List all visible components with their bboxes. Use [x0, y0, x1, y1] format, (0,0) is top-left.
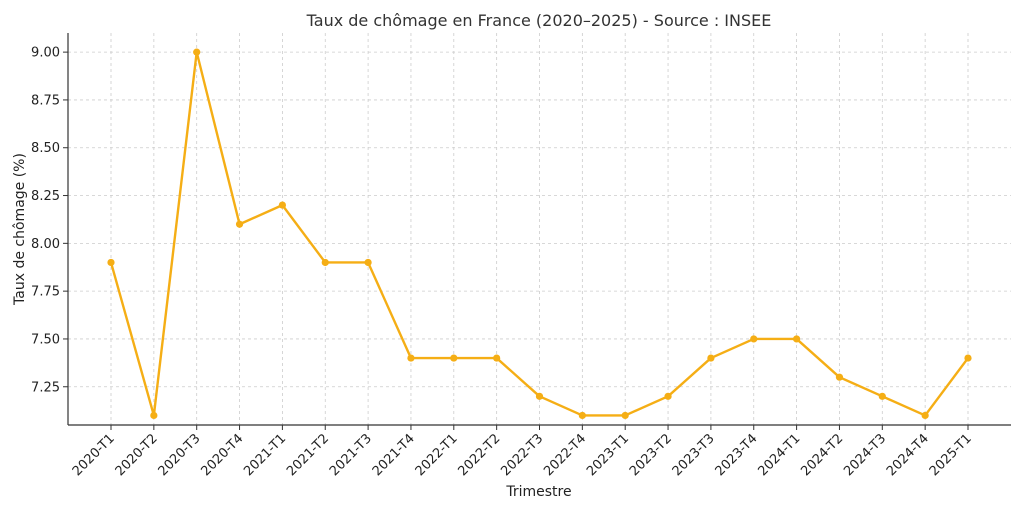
data-point [793, 335, 801, 343]
x-tick-label: 2024-T4 [884, 431, 932, 479]
y-tick-label: 7.25 [31, 380, 60, 395]
y-tick-label: 8.75 [31, 93, 60, 108]
data-point [321, 258, 329, 267]
x-tick-label: 2022-T3 [498, 431, 546, 479]
x-tick-label: 2020-T2 [113, 431, 161, 479]
x-tick-label: 2023-T3 [670, 431, 718, 479]
x-tick-label: 2022-T4 [541, 431, 589, 479]
data-point [450, 354, 458, 362]
y-tick-label: 8.25 [31, 189, 60, 204]
x-tick-label: 2025-T1 [927, 431, 975, 479]
y-tick-label: 9.00 [31, 46, 60, 61]
data-point [235, 220, 244, 228]
x-tick-label: 2022-T2 [456, 431, 504, 479]
x-tick-label: 2020-T3 [156, 431, 204, 479]
data-point [964, 354, 972, 362]
grid [68, 33, 1011, 425]
chart-title: Taux de chômage en France (2020–2025) - … [306, 11, 772, 30]
data-point [364, 258, 372, 267]
data-point [664, 392, 672, 400]
data-point [835, 373, 844, 381]
y-tick-label: 7.50 [31, 332, 60, 347]
x-tick-label: 2024-T1 [755, 431, 803, 479]
x-tick-label: 2022-T1 [413, 431, 461, 479]
data-point [193, 48, 201, 56]
data-point [578, 411, 586, 420]
x-tick-label: 2024-T2 [798, 431, 846, 479]
series [107, 48, 972, 420]
x-tick-label: 2024-T3 [841, 431, 889, 479]
data-point [107, 258, 115, 267]
x-tick-label: 2023-T4 [713, 431, 761, 479]
x-tick-label: 2021-T4 [370, 431, 418, 479]
y-tick-label: 8.50 [31, 141, 60, 156]
data-point [150, 411, 158, 420]
data-point [878, 392, 886, 400]
y-tick-label: 7.75 [31, 285, 60, 300]
x-tick-label: 2023-T1 [584, 431, 632, 479]
y-tick-label: 8.00 [31, 237, 60, 252]
data-point [707, 354, 715, 362]
x-tick-label: 2020-T1 [70, 431, 118, 479]
x-tick-label: 2020-T4 [198, 431, 246, 479]
data-point [750, 335, 758, 343]
data-point [621, 411, 629, 420]
data-point [278, 201, 286, 209]
x-axis-label: Trimestre [505, 484, 571, 500]
data-point [535, 392, 544, 400]
data-point [921, 411, 929, 420]
y-axis-label: Taux de chômage (%) [12, 153, 28, 306]
x-tick-label: 2021-T1 [241, 431, 289, 479]
data-point [407, 354, 415, 362]
x-tick-label: 2023-T2 [627, 431, 675, 479]
data-point [493, 354, 501, 362]
x-tick-label: 2021-T3 [327, 431, 375, 479]
x-tick-label: 2021-T2 [284, 431, 332, 479]
axes [63, 33, 1011, 430]
